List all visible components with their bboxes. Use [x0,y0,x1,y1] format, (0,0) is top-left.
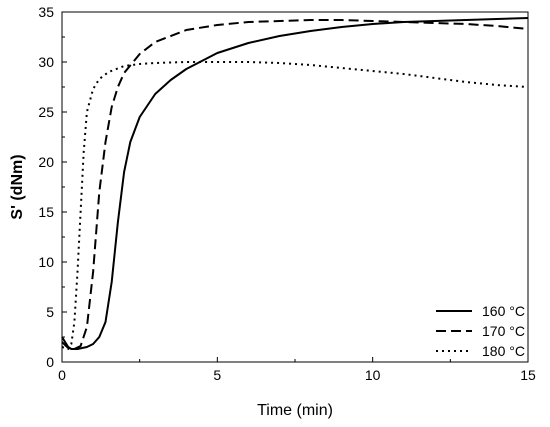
x-tick-label: 5 [213,367,221,383]
y-axis-title: S' (dNm) [9,154,26,219]
legend-label-3: 180 °C [482,343,525,359]
y-tick-label: 10 [38,254,54,270]
legend-label-1: 160 °C [482,303,525,319]
series-line-3 [61,61,529,350]
y-tick-label: 20 [38,154,54,170]
x-tick-label: 15 [520,367,536,383]
y-tick-label: 30 [38,54,54,70]
series-layer [61,17,529,350]
y-tick-label: 25 [38,104,54,120]
y-tick-label: 5 [46,304,54,320]
y-tick-label: 35 [38,4,54,20]
legend: 160 °C 170 °C 180 °C [436,303,525,359]
x-axis-title: Time (min) [257,402,333,419]
y-tick-label: 15 [38,204,54,220]
legend-label-2: 170 °C [482,323,525,339]
axes: 0 5 10 15 0 5 10 15 20 25 30 35 [38,4,536,383]
x-tick-label: 0 [58,367,66,383]
series-line-2 [61,19,529,350]
x-tick-label: 10 [365,367,381,383]
series-line-1 [61,17,529,350]
y-tick-label: 0 [46,354,54,370]
